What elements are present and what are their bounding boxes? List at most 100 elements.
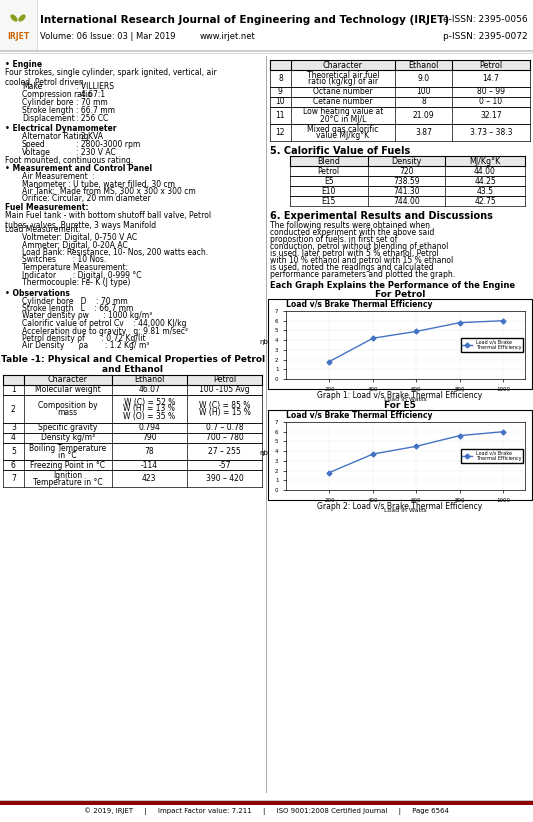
Text: 790: 790 [142, 433, 157, 442]
Text: ratio (kg/kg) of air: ratio (kg/kg) of air [308, 77, 378, 86]
Text: www.irjet.net: www.irjet.net [200, 32, 256, 41]
Text: Manometer : U tube, water filled, 30 cm: Manometer : U tube, water filled, 30 cm [22, 179, 175, 188]
Text: 21.09: 21.09 [413, 111, 434, 120]
Load v/s Brake
Thermal Efficiency [413, 441, 419, 451]
Text: Boiling Temperature: Boiling Temperature [29, 444, 107, 452]
Text: Volume: 06 Issue: 03 | Mar 2019: Volume: 06 Issue: 03 | Mar 2019 [40, 32, 175, 41]
Text: -57: -57 [218, 460, 231, 469]
Text: 6: 6 [11, 460, 16, 469]
Text: is used, noted the readings and calculated: is used, noted the readings and calculat… [270, 263, 434, 272]
Bar [290, 176, 525, 186]
Bar [268, 410, 532, 500]
Text: 100 -105 Avg: 100 -105 Avg [199, 386, 250, 395]
Text: Indicator       : Digital, 0-999 °C: Indicator : Digital, 0-999 °C [22, 270, 141, 279]
Text: 42.75: 42.75 [474, 196, 496, 206]
Text: IRJET: IRJET [7, 33, 29, 41]
Text: performance parameters and plotted the graph.: performance parameters and plotted the g… [270, 270, 455, 279]
Text: mass: mass [58, 408, 78, 417]
Text: Cetane number: Cetane number [313, 98, 373, 107]
Text: 14.7: 14.7 [482, 74, 499, 83]
Text: 390 – 420: 390 – 420 [206, 474, 244, 483]
Text: Air Density      ρa       : 1.2 Kg/ m³: Air Density ρa : 1.2 Kg/ m³ [22, 341, 149, 350]
Ellipse shape [10, 14, 18, 21]
Bar [0, 0, 533, 52]
Text: Composition by: Composition by [38, 401, 98, 410]
Legend: Load v/s Brake
Thermal Efficiency: Load v/s Brake Thermal Efficiency [461, 449, 522, 463]
Text: 12: 12 [276, 128, 285, 137]
Bar [3, 460, 262, 470]
Text: Load v/s Brake Thermal Efficiency: Load v/s Brake Thermal Efficiency [286, 300, 432, 309]
Bar [290, 186, 525, 196]
Text: MJ/Kg°K: MJ/Kg°K [470, 156, 500, 165]
Text: : 2 KVA: : 2 KVA [76, 132, 103, 141]
Bar [3, 470, 262, 487]
Text: Alternator Rating: Alternator Rating [22, 132, 88, 141]
Text: 8: 8 [278, 74, 283, 83]
Text: Character: Character [323, 61, 363, 70]
Text: : 2800-3000 rpm: : 2800-3000 rpm [76, 140, 140, 149]
Text: Displacement: Displacement [22, 114, 75, 123]
Text: Theoretical air fuel: Theoretical air fuel [306, 71, 379, 80]
Text: : 256 CC: : 256 CC [76, 114, 108, 123]
Load v/s Brake
Thermal Efficiency [370, 333, 376, 343]
Text: W (H) = 13 %: W (H) = 13 % [124, 404, 175, 413]
Text: : 4.67:1: : 4.67:1 [76, 90, 105, 99]
Text: • Electrical Dynamometer: • Electrical Dynamometer [5, 124, 117, 133]
Bar [3, 385, 262, 395]
Text: The following results were obtained when: The following results were obtained when [270, 221, 430, 230]
Text: Acceleration due to gravity   g: 9.81 m/sec²: Acceleration due to gravity g: 9.81 m/se… [22, 326, 188, 335]
Text: 1: 1 [11, 386, 16, 395]
Text: Density kg/m³: Density kg/m³ [41, 433, 95, 442]
Bar [268, 299, 532, 389]
Bar [3, 395, 262, 423]
Text: Table -1: Physical and Chemical Properties of Petrol
and Ethanol: Table -1: Physical and Chemical Properti… [1, 355, 265, 374]
Text: Switches       : 10 Nos.: Switches : 10 Nos. [22, 256, 106, 265]
Text: 0.7 – 0.78: 0.7 – 0.78 [206, 423, 243, 432]
Text: Freezing Point in °C: Freezing Point in °C [30, 460, 105, 469]
Bar [0, 801, 533, 805]
Text: Main Fuel tank - with bottom shutoff ball valve, Petrol
tubes, valves, Burette, : Main Fuel tank - with bottom shutoff bal… [5, 211, 211, 230]
Text: 46.07: 46.07 [139, 386, 160, 395]
Text: Thermocouple: Fe- K (J type): Thermocouple: Fe- K (J type) [22, 278, 131, 287]
Load v/s Brake
Thermal Efficiency [326, 357, 333, 367]
Bar [3, 443, 262, 460]
Text: 3.73 – 38.3: 3.73 – 38.3 [470, 128, 512, 137]
Text: 100: 100 [416, 87, 431, 96]
Text: Petrol: Petrol [318, 167, 340, 176]
Text: E15: E15 [321, 196, 336, 206]
Text: Ignition: Ignition [53, 470, 82, 479]
Text: conduction, petrol without blending of ethanol: conduction, petrol without blending of e… [270, 242, 448, 251]
Text: 423: 423 [142, 474, 157, 483]
Load v/s Brake
Thermal Efficiency [413, 326, 419, 336]
Text: 738.59: 738.59 [393, 177, 419, 186]
Text: Air Tank:  Made from MS, 300 x 300 x 300 cm: Air Tank: Made from MS, 300 x 300 x 300 … [22, 187, 196, 196]
Text: Compression ratio: Compression ratio [22, 90, 92, 99]
Text: : 70 mm: : 70 mm [76, 98, 108, 107]
Text: Calorific value of petrol Cv    : 44,000 KJ/kg: Calorific value of petrol Cv : 44,000 KJ… [22, 319, 187, 328]
Load v/s Brake
Thermal Efficiency [370, 449, 376, 459]
Text: Petrol density ρf       : 0.72 Kg/lit: Petrol density ρf : 0.72 Kg/lit [22, 334, 146, 343]
Text: 720: 720 [399, 167, 414, 176]
Bar [0, 0, 37, 52]
Text: 43.5: 43.5 [477, 187, 494, 196]
Text: 744.00: 744.00 [393, 196, 419, 206]
Text: • Observations: • Observations [5, 289, 70, 298]
Load v/s Brake
Thermal Efficiency [457, 431, 463, 441]
Text: W (O) = 35 %: W (O) = 35 % [123, 412, 175, 421]
Bar [270, 87, 530, 97]
Text: p-ISSN: 2395-0072: p-ISSN: 2395-0072 [443, 32, 528, 41]
Text: 9.0: 9.0 [417, 74, 430, 83]
Text: Water density ρw      : 1000 kg/m³: Water density ρw : 1000 kg/m³ [22, 312, 152, 321]
Bar [270, 60, 530, 70]
Text: 2: 2 [11, 404, 16, 413]
Text: 741.30: 741.30 [393, 187, 419, 196]
Text: e-ISSN: 2395-0056: e-ISSN: 2395-0056 [443, 15, 528, 24]
Text: -114: -114 [141, 460, 158, 469]
Bar [268, 410, 532, 420]
Text: value MJ/kg°K: value MJ/kg°K [316, 132, 369, 141]
Text: 4: 4 [11, 433, 16, 442]
Text: International Research Journal of Engineering and Technology (IRJET): International Research Journal of Engine… [40, 15, 449, 25]
Text: 8: 8 [421, 98, 426, 107]
Text: proposition of fuels. in first set of: proposition of fuels. in first set of [270, 235, 398, 244]
Text: 20°C in MJ/L: 20°C in MJ/L [320, 114, 366, 123]
